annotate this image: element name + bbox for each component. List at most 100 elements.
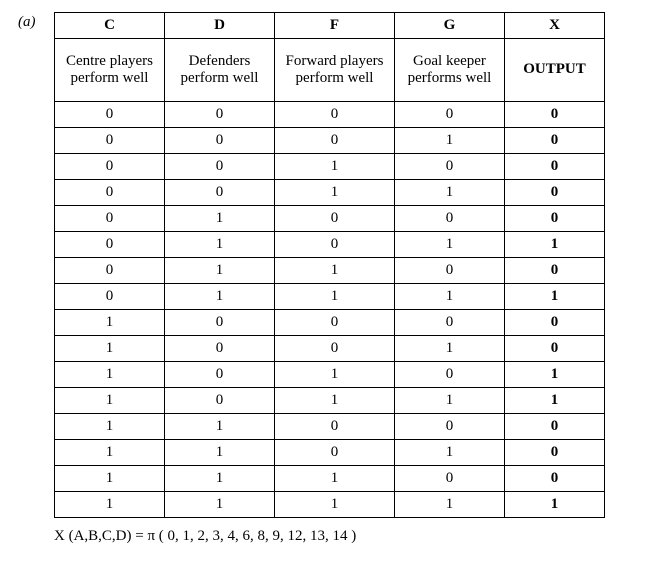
cell-f: 0 — [275, 310, 395, 336]
cell-c: 1 — [55, 336, 165, 362]
cell-g: 1 — [395, 388, 505, 414]
table-row: 01100 — [55, 258, 605, 284]
col-header-c: C — [55, 13, 165, 39]
cell-x: 0 — [505, 336, 605, 362]
cell-g: 0 — [395, 466, 505, 492]
cell-g: 1 — [395, 440, 505, 466]
cell-x: 0 — [505, 440, 605, 466]
table-row: 01111 — [55, 284, 605, 310]
cell-d: 0 — [165, 310, 275, 336]
cell-g: 1 — [395, 180, 505, 206]
cell-c: 1 — [55, 440, 165, 466]
cell-f: 1 — [275, 492, 395, 518]
table-row: 11111 — [55, 492, 605, 518]
cell-g: 0 — [395, 206, 505, 232]
cell-c: 1 — [55, 362, 165, 388]
cell-x: 0 — [505, 414, 605, 440]
content-wrap: (a) C D F G X Centre players perform wel… — [18, 12, 631, 518]
cell-c: 0 — [55, 206, 165, 232]
cell-x: 0 — [505, 102, 605, 128]
cell-f: 0 — [275, 414, 395, 440]
cell-d: 0 — [165, 336, 275, 362]
table-row: 01000 — [55, 206, 605, 232]
cell-x: 0 — [505, 206, 605, 232]
cell-d: 0 — [165, 128, 275, 154]
table-row: 11010 — [55, 440, 605, 466]
table-desc-row: Centre players perform well Defenders pe… — [55, 39, 605, 102]
cell-x: 1 — [505, 388, 605, 414]
cell-d: 0 — [165, 362, 275, 388]
cell-c: 0 — [55, 180, 165, 206]
cell-c: 1 — [55, 466, 165, 492]
cell-d: 0 — [165, 180, 275, 206]
desc-c: Centre players perform well — [55, 39, 165, 102]
cell-x: 0 — [505, 466, 605, 492]
table-body: Centre players perform well Defenders pe… — [55, 39, 605, 518]
cell-d: 1 — [165, 466, 275, 492]
table-row: 10010 — [55, 336, 605, 362]
cell-g: 1 — [395, 492, 505, 518]
table-row: 11000 — [55, 414, 605, 440]
col-header-x: X — [505, 13, 605, 39]
cell-x: 0 — [505, 154, 605, 180]
cell-d: 1 — [165, 258, 275, 284]
cell-d: 1 — [165, 284, 275, 310]
cell-c: 0 — [55, 128, 165, 154]
cell-c: 0 — [55, 258, 165, 284]
cell-f: 1 — [275, 388, 395, 414]
cell-g: 0 — [395, 414, 505, 440]
cell-x: 1 — [505, 492, 605, 518]
table-row: 10000 — [55, 310, 605, 336]
table-header-row: C D F G X — [55, 13, 605, 39]
cell-f: 1 — [275, 284, 395, 310]
cell-f: 0 — [275, 336, 395, 362]
table-row: 10101 — [55, 362, 605, 388]
cell-g: 0 — [395, 258, 505, 284]
table-row: 00000 — [55, 102, 605, 128]
desc-g: Goal keeper performs well — [395, 39, 505, 102]
cell-d: 1 — [165, 206, 275, 232]
cell-c: 0 — [55, 232, 165, 258]
cell-c: 1 — [55, 414, 165, 440]
cell-g: 0 — [395, 154, 505, 180]
desc-f: Forward players perform well — [275, 39, 395, 102]
cell-f: 1 — [275, 258, 395, 284]
cell-d: 1 — [165, 492, 275, 518]
cell-c: 0 — [55, 284, 165, 310]
part-label: (a) — [18, 12, 54, 31]
cell-f: 0 — [275, 440, 395, 466]
cell-f: 0 — [275, 206, 395, 232]
cell-d: 0 — [165, 154, 275, 180]
cell-d: 1 — [165, 414, 275, 440]
cell-x: 1 — [505, 232, 605, 258]
table-row: 11100 — [55, 466, 605, 492]
cell-x: 0 — [505, 258, 605, 284]
cell-c: 0 — [55, 154, 165, 180]
table-row: 00010 — [55, 128, 605, 154]
cell-f: 0 — [275, 128, 395, 154]
cell-f: 1 — [275, 466, 395, 492]
cell-g: 1 — [395, 232, 505, 258]
col-header-g: G — [395, 13, 505, 39]
cell-d: 1 — [165, 232, 275, 258]
cell-f: 0 — [275, 102, 395, 128]
cell-g: 1 — [395, 284, 505, 310]
cell-d: 1 — [165, 440, 275, 466]
cell-x: 0 — [505, 128, 605, 154]
col-header-d: D — [165, 13, 275, 39]
cell-g: 1 — [395, 336, 505, 362]
desc-d: Defenders perform well — [165, 39, 275, 102]
cell-g: 1 — [395, 128, 505, 154]
cell-x: 0 — [505, 180, 605, 206]
table-row: 00100 — [55, 154, 605, 180]
cell-c: 0 — [55, 102, 165, 128]
desc-x: OUTPUT — [505, 39, 605, 102]
cell-x: 1 — [505, 284, 605, 310]
cell-f: 1 — [275, 362, 395, 388]
table-row: 00110 — [55, 180, 605, 206]
cell-x: 0 — [505, 310, 605, 336]
cell-d: 0 — [165, 102, 275, 128]
table-row: 01011 — [55, 232, 605, 258]
expression-line: X (A,B,C,D) = π ( 0, 1, 2, 3, 4, 6, 8, 9… — [54, 528, 631, 545]
cell-g: 0 — [395, 310, 505, 336]
